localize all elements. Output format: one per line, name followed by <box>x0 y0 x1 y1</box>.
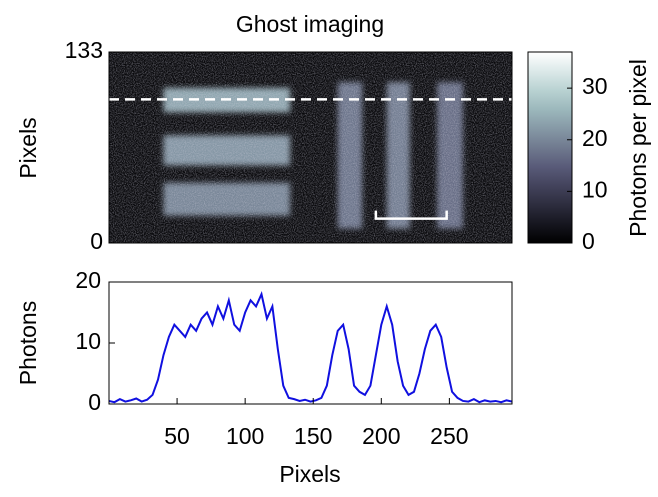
x-tick-label: 250 <box>430 423 468 449</box>
image-noise <box>109 52 512 243</box>
colorbar-tick-label: 20 <box>582 125 608 151</box>
colorbar-tick-label: 10 <box>582 176 608 202</box>
x-tick-label: 50 <box>164 423 190 449</box>
colorbar-tick-label: 0 <box>582 228 595 254</box>
image-frame <box>108 51 513 244</box>
colorbar-tick-label: 30 <box>582 73 608 99</box>
line-series <box>108 291 513 404</box>
y-tick-label: 0 <box>90 228 103 254</box>
y-tick-label: 0 <box>88 389 101 415</box>
x-tick-label: 150 <box>294 423 332 449</box>
colorbar-label: Photons per pixel <box>625 59 651 237</box>
image-content <box>109 52 512 243</box>
x-axis-label: Pixels <box>279 461 340 487</box>
y-axis-label: Pixels <box>15 117 41 178</box>
y-tick-label: 10 <box>75 328 101 354</box>
scale-bar <box>374 210 448 220</box>
x-tick-label: 100 <box>226 423 264 449</box>
plot-area <box>109 282 512 404</box>
y-tick-label: 133 <box>65 37 103 63</box>
chart-title: Ghost imaging <box>236 11 384 37</box>
y-tick-label: 20 <box>75 267 101 293</box>
y-axis-label: Photons <box>15 301 41 385</box>
colorbar <box>527 51 573 244</box>
x-tick-label: 200 <box>362 423 400 449</box>
